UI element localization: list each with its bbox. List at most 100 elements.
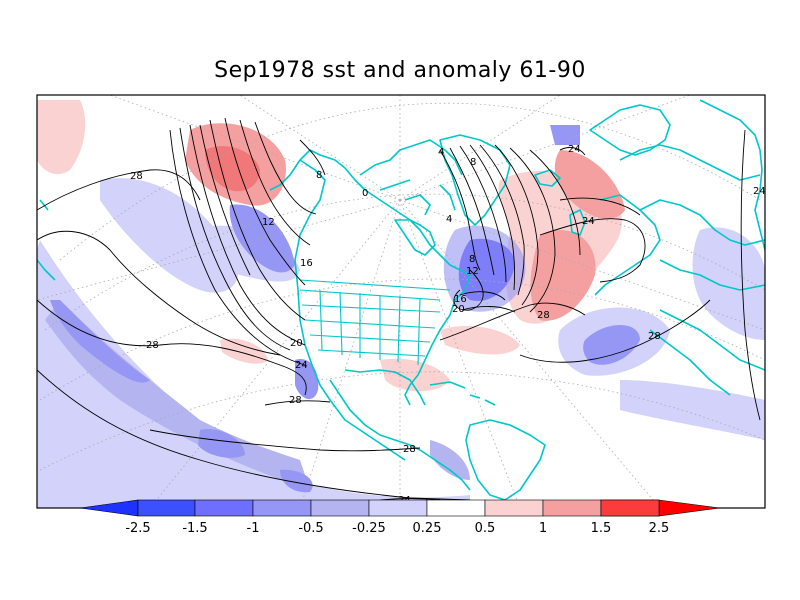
contour-atlantic-3 — [459, 145, 507, 283]
coastline-east-asia — [37, 199, 56, 281]
contour-label: 28 — [537, 310, 550, 321]
contour-label: 4 — [446, 214, 452, 225]
coastline-alaska — [269, 149, 346, 191]
anomaly-neg-europe-east — [692, 227, 765, 340]
contour-label: 16 — [300, 258, 313, 269]
us-state-borders — [299, 279, 451, 366]
contour-pacific-west — [37, 230, 281, 356]
anomaly-pos-norway — [554, 150, 625, 219]
contour-28-tropical-2 — [264, 400, 331, 406]
map-area: 28 28 28 28 28 28 24 24 24 24 20 20 16 1… — [37, 95, 766, 508]
contour-16-pacific — [209, 119, 306, 321]
colorbar-label: -0.25 — [352, 521, 386, 536]
contour-atlantic-9 — [453, 269, 484, 311]
contour-28-pacific-north — [37, 169, 201, 211]
contour-label: 24 — [582, 216, 595, 227]
colorbar-label: 1.5 — [591, 521, 612, 536]
colorbar-segment — [484, 499, 544, 517]
contour-8-bering — [299, 139, 326, 176]
contour-atlantic-4 — [469, 144, 516, 291]
contour-atlantic-1 — [439, 149, 481, 271]
coastlines — [37, 99, 765, 501]
colorbar-labels: -2.5 -1.5 -1 -0.5 -0.25 0.25 0.5 1 1.5 2… — [125, 521, 669, 536]
contour-atlantic-8 — [529, 149, 581, 256]
contour-label: 24 — [295, 360, 308, 371]
contour-label: 8 — [469, 254, 475, 265]
contour-20-atlantic — [461, 306, 516, 313]
anomaly-pos-caribbean — [380, 358, 450, 392]
colorbar-label: 0.25 — [413, 521, 442, 536]
anomaly-neg-central-america — [430, 440, 470, 480]
colorbar-segment — [600, 499, 660, 517]
contour-atlantic-5 — [479, 144, 525, 296]
anomaly-neg-east-atlantic-core — [583, 325, 640, 365]
contour-label: 20 — [290, 338, 303, 349]
contour-label: 4 — [438, 147, 444, 158]
contour-pacific-ext1 — [199, 124, 251, 276]
colorbar-segment — [310, 499, 370, 517]
coastline-north-america-east — [404, 269, 471, 406]
colorbar-segment — [368, 499, 428, 517]
contour-atlantic-wide — [559, 197, 641, 216]
contour-28-pacific-low — [37, 299, 307, 396]
colorbar-label: -1.5 — [182, 521, 207, 536]
contour-label: 0 — [362, 188, 368, 199]
anomaly-neg-arctic-europe — [550, 125, 580, 145]
contour-label: 12 — [262, 217, 275, 228]
contour-label: 24 — [753, 186, 766, 197]
coastline-africa — [649, 309, 765, 396]
coastline-gulf-mexico — [344, 369, 426, 406]
colorbar-segment — [194, 499, 254, 517]
colorbar-segment — [426, 499, 486, 517]
colorbar-segment — [542, 499, 602, 517]
contour-pacific-far — [37, 369, 471, 501]
meridian-line — [399, 199, 765, 331]
contour-label: 20 — [452, 304, 465, 315]
colorbar-segment — [137, 499, 196, 517]
meridian-line — [399, 199, 521, 508]
coastline-iceland — [534, 169, 561, 187]
coastline-scandinavia — [589, 104, 671, 156]
contour-right-edge — [740, 129, 761, 421]
anomaly-neg-gulf-alaska — [229, 204, 295, 273]
map-title: Sep1978 sst and anomaly 61-90 — [214, 58, 586, 83]
coastline-caribbean — [429, 381, 496, 406]
colorbar-label: -0.5 — [298, 521, 323, 536]
colorbar-label: -2.5 — [125, 521, 150, 536]
coastline-asia — [699, 99, 765, 251]
contour-16-atlantic — [459, 291, 506, 301]
parallel-line — [39, 278, 765, 401]
contour-atlantic-7 — [509, 147, 556, 313]
contour-atlantic-6 — [494, 144, 539, 306]
meridian-line — [399, 95, 691, 201]
contour-28-atlantic — [439, 302, 586, 341]
contour-28-tropical — [149, 429, 421, 452]
colorbar-label: 0.5 — [475, 521, 496, 536]
contour-label: 28 — [648, 331, 661, 342]
coastline-hudson-bay — [394, 219, 436, 256]
contour-label: 28 — [146, 340, 159, 351]
contour-24-pacific — [169, 129, 306, 366]
coastline-uk — [569, 209, 586, 236]
contour-label: 24 — [568, 144, 581, 155]
coastline-arctic-islands — [359, 139, 463, 216]
contour-24-atlantic — [539, 218, 646, 283]
contour-pacific-ext2 — [179, 127, 291, 351]
contour-20-pacific — [189, 124, 306, 346]
coastline-central-america — [419, 449, 471, 491]
colorbar-label: -1 — [247, 521, 260, 536]
anomaly-neg-baja — [295, 359, 319, 400]
anomaly-pos-atlantic-core — [530, 229, 596, 321]
coastline-greenland — [439, 134, 511, 226]
meridian-line — [239, 95, 401, 201]
sst-contours — [37, 117, 761, 501]
contour-labels: 28 28 28 28 28 28 24 24 24 24 20 20 16 1… — [130, 144, 766, 506]
colorbar — [79, 499, 721, 517]
anomaly-pos-california — [220, 338, 268, 364]
colorbar-segment — [252, 499, 312, 517]
contour-label: 28 — [403, 444, 416, 455]
parallel-line — [44, 193, 765, 331]
contour-24-europe — [559, 147, 586, 156]
anomaly-pos-west-pacific — [37, 100, 86, 175]
